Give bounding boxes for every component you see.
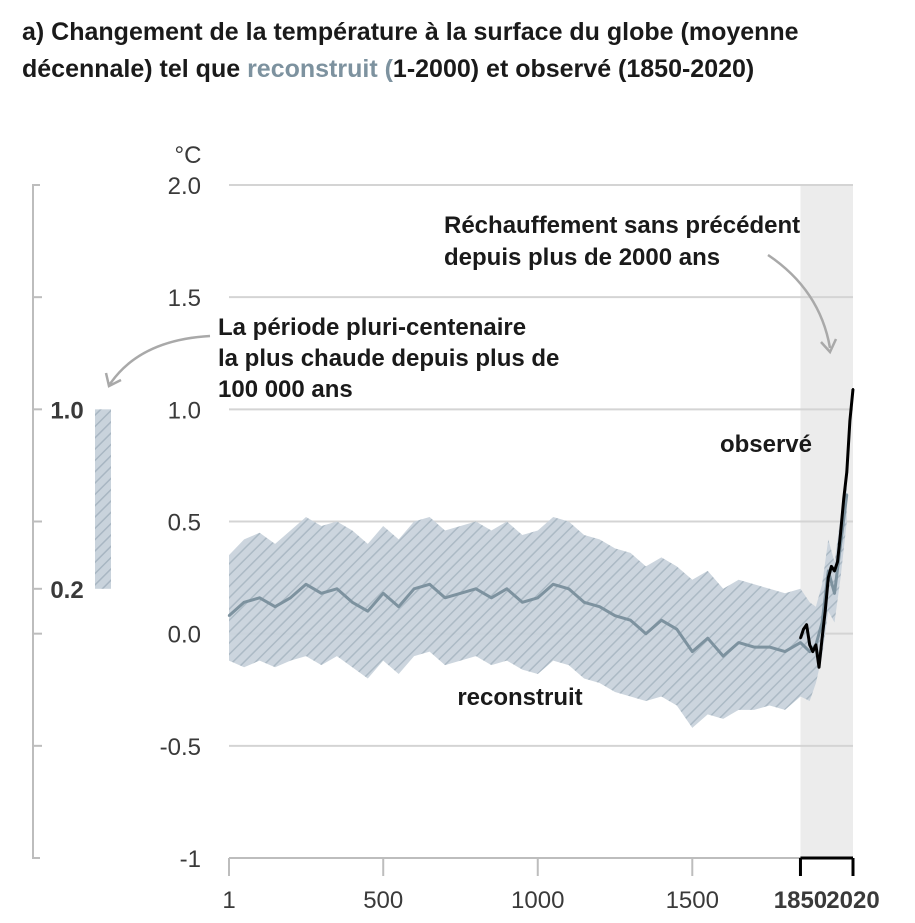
reconstructed-point: [505, 587, 509, 590]
arrow-head: [104, 372, 122, 388]
reconstructed-point: [366, 610, 369, 613]
side-range-bar: [95, 409, 111, 589]
reconstructed-point: [521, 601, 524, 604]
reconstructed-point: [335, 587, 339, 590]
observed-point: [823, 610, 827, 613]
reconstructed-uncertainty-band: [229, 472, 847, 728]
reconstructed-point: [752, 645, 756, 649]
y-tick-label: 0.0: [168, 622, 201, 649]
arrow-head: [820, 338, 838, 355]
observed-point: [808, 643, 811, 647]
y-tick-label: 1.5: [168, 285, 201, 312]
reconstructed-point: [799, 641, 802, 644]
reconstructed-point: [783, 650, 787, 653]
reconstructed-point: [258, 596, 261, 599]
reconstructed-point: [412, 587, 416, 590]
reconstructed-point: [443, 596, 447, 599]
reconstructed-point: [613, 614, 617, 617]
x-tick-label: 2020: [826, 887, 879, 914]
y-tick-label: 1.0: [168, 397, 201, 424]
title-line-1: a) Changement de la température à la sur…: [22, 18, 799, 46]
reconstructed-point: [474, 587, 478, 590]
x-tick-label: 1000: [511, 887, 564, 914]
x-tick-label: 500: [363, 887, 403, 914]
observed-line: [799, 388, 855, 669]
arrow-to-side-range: [108, 334, 211, 385]
title-line-2: décennale) tel que reconstruit (1-2000) …: [22, 51, 902, 88]
reconstructed-label: reconstruit: [457, 684, 582, 711]
reconstructed-point: [351, 601, 354, 604]
observed-point: [817, 666, 821, 669]
reconstructed-point: [582, 601, 586, 604]
observed-point: [833, 569, 836, 573]
title-line-2-post: 1-2000) et observé (1850-2020): [392, 55, 755, 83]
reconstructed-point: [691, 650, 694, 653]
observed-point: [848, 419, 852, 422]
reconstructed-point: [289, 596, 292, 599]
reconstructed-point: [706, 636, 709, 640]
reconstructed-point: [459, 592, 462, 595]
reconstructed-point: [644, 632, 648, 635]
observed-point: [836, 560, 839, 564]
x-tick-label: 1850: [774, 887, 827, 914]
observed-point: [820, 636, 824, 640]
warmest-annotation-line-2: la plus chaude depuis plus de: [218, 345, 559, 372]
reconstructed-point: [397, 605, 400, 608]
title-highlight: reconstruit (: [247, 55, 393, 83]
y-tick-label: -1: [180, 846, 201, 873]
observed-point: [799, 636, 802, 640]
reconstructed-point: [227, 614, 231, 617]
reconstructed-point: [675, 627, 679, 631]
warmest-annotation-line-3: 100 000 ans: [218, 376, 353, 403]
reconstructed-point: [660, 619, 663, 622]
y-unit-label: °C: [175, 142, 202, 169]
x-tick-label: 1500: [666, 887, 719, 914]
reconstructed-point: [304, 583, 308, 586]
y-tick-label: -0.5: [160, 734, 201, 761]
observed-point: [845, 470, 849, 474]
observed-point: [839, 531, 842, 534]
arrow-to-observed: [767, 253, 832, 349]
reconstructed-point: [845, 493, 849, 496]
reconstructed-point: [833, 592, 836, 595]
side-range-min-label: 0.2: [50, 577, 83, 604]
observed-point: [827, 576, 830, 579]
reconstructed-point: [490, 596, 493, 599]
y-tick-label: 0.5: [168, 510, 201, 537]
observed-point: [842, 497, 845, 501]
observed-point: [830, 565, 833, 568]
reconstructed-point: [721, 654, 725, 658]
reconstructed-point: [320, 592, 323, 595]
reconstructed-point: [242, 601, 246, 604]
observed-label: observé: [720, 431, 812, 458]
chart-title: a) Changement de la température à la sur…: [22, 14, 902, 88]
reconstructed-point: [552, 583, 555, 586]
reconstructed-point: [567, 587, 570, 590]
observed-point: [811, 650, 815, 653]
side-range-max-label: 1.0: [50, 397, 83, 424]
unprecedented-annotation-line-2: depuis plus de 2000 ans: [444, 244, 720, 271]
warmest-annotation-line-1: La période pluri-centenaire: [218, 314, 526, 341]
reconstructed-point: [737, 641, 740, 644]
reconstructed-point: [273, 605, 277, 608]
reconstructed-point: [598, 605, 601, 608]
reconstructed-point: [382, 592, 385, 595]
reconstructed-point: [808, 650, 811, 653]
title-line-2-pre: décennale) tel que: [22, 55, 248, 83]
unprecedented-annotation-line-1: Réchauffement sans précédent: [444, 212, 800, 239]
observed-point: [802, 627, 805, 631]
observed-point: [814, 643, 818, 647]
reconstructed-point: [768, 645, 771, 649]
reconstructed-point: [428, 583, 431, 586]
x-tick-label: 1: [222, 887, 235, 914]
reconstructed-point: [536, 596, 539, 599]
observed-point: [851, 387, 855, 391]
y-tick-label: 2.0: [168, 173, 201, 200]
reconstructed-point: [629, 619, 632, 622]
observed-point: [805, 623, 808, 626]
